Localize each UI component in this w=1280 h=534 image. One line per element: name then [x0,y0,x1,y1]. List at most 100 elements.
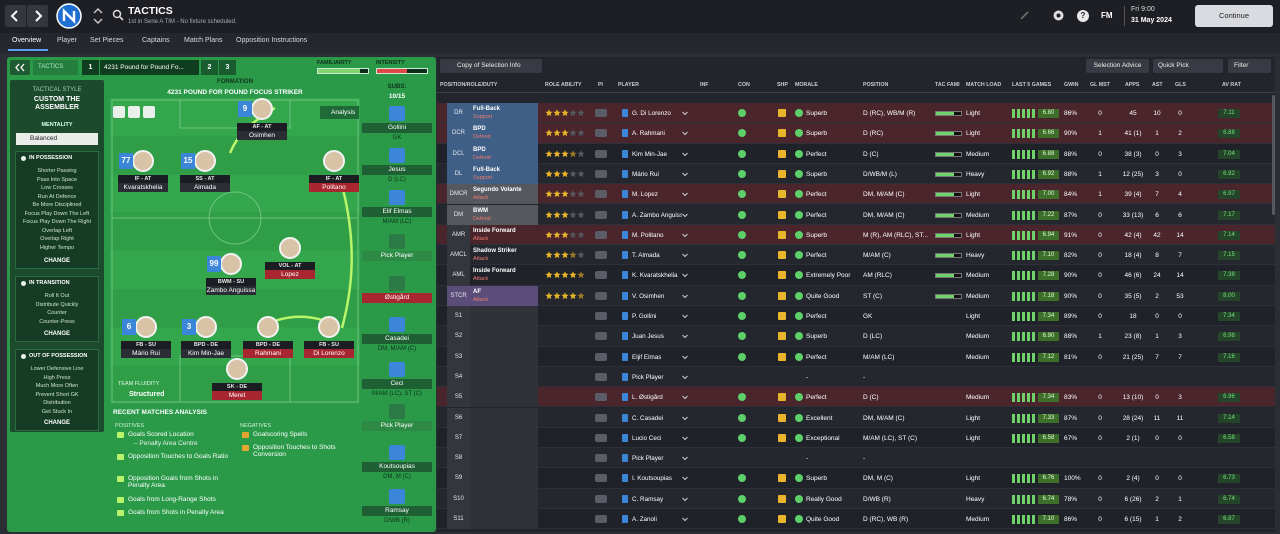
player-name[interactable]: Mário Rui [121,349,171,358]
sub-name[interactable]: Pick Player [362,421,432,431]
player-name[interactable]: P. Gollini [632,313,657,320]
column-header[interactable]: GL MST [1090,82,1110,88]
quick-pick-button[interactable]: Quick Pick [1153,59,1223,73]
player-name[interactable]: Kvaratskhelia [118,183,168,192]
player-name[interactable]: K. Kvaratskhelia [632,272,678,280]
player-name[interactable]: C. Ramsay [632,495,664,503]
column-header[interactable]: CON [738,82,750,88]
nav-tab[interactable]: Captains [142,37,170,44]
analysis-title[interactable]: RECENT MATCHES ANALYSIS [113,409,208,416]
change-button[interactable]: CHANGE [43,420,70,426]
column-header[interactable]: AV RAT [1222,82,1241,88]
column-header[interactable]: APPS [1125,82,1140,88]
fm-logo[interactable]: FM [1101,11,1113,20]
player-name[interactable]: Osimhen [237,131,287,140]
player-name[interactable]: V. Osimhen [632,292,665,300]
forward-button[interactable] [27,5,48,27]
help-button[interactable]: ? [1077,10,1089,22]
continue-button[interactable]: Continue [1195,5,1273,27]
column-header[interactable]: POSITION/ROLE/DUTY [440,82,498,88]
player-name[interactable]: A. Zambo Anguissa [632,211,682,219]
back-button[interactable] [5,5,26,27]
column-header[interactable]: GWIN [1064,82,1079,88]
club-badge[interactable] [56,3,82,29]
nav-tab[interactable]: Opposition Instructions [236,37,308,44]
player-name[interactable]: Lucio Ceci [632,434,662,442]
role-name[interactable]: AF [473,288,481,295]
player-name[interactable]: Kim Min-Jae [632,150,667,158]
role-name[interactable]: Inside Forward [473,268,516,275]
tactic-slot[interactable]: 3 [219,60,236,75]
column-header[interactable]: INF [700,82,709,88]
sub-name[interactable]: Gollini [362,123,432,133]
player-name[interactable]: Pick Player [632,455,664,463]
edit-icon[interactable] [1020,10,1030,20]
player-name[interactable]: Eljif Elmas [632,353,662,361]
tactic-slot[interactable]: 1 [82,60,99,75]
change-button[interactable]: CHANGE [43,331,70,337]
column-header[interactable]: GLS [1175,82,1186,88]
player-name[interactable]: Juan Jesus [632,333,664,341]
sub-name[interactable]: Pick Player [362,251,432,261]
formation-name[interactable]: 4231 POUND FOR POUND FOCUS STRIKER [167,89,303,96]
column-header[interactable]: PLAYER [618,82,639,88]
player-name[interactable]: Rahmani [243,349,293,358]
column-header[interactable]: POSITION [863,82,889,88]
column-header[interactable]: MORALE [795,82,818,88]
column-header[interactable]: TAC FAMI [935,82,960,88]
player-name[interactable]: Zambo Anguissa [206,286,256,295]
player-name[interactable]: Almada [180,183,230,192]
column-header[interactable]: SHP [777,82,788,88]
copy-button[interactable]: Copy of Selection Info [440,59,542,73]
column-header[interactable]: LAST 5 GAMES [1012,82,1052,88]
role-name[interactable]: Full-Back [473,106,501,112]
column-header[interactable]: AST [1152,82,1163,88]
nav-tab[interactable]: Set Pieces [90,37,124,44]
role-name[interactable]: Inside Forward [473,227,516,234]
player-name[interactable]: A. Zanoli [632,516,657,523]
player-name[interactable]: Lopez [265,270,315,279]
search-icon[interactable] [112,9,124,21]
settings-icon[interactable] [1052,9,1065,22]
role-name[interactable]: BWM [473,207,488,214]
player-name[interactable]: I. Koutsoupias [632,475,672,483]
nav-tab[interactable]: Overview [12,37,42,44]
sub-name[interactable]: Jesus [362,165,432,175]
role-name[interactable]: BPD [473,146,486,153]
sub-name[interactable]: Elif Elmas [362,207,432,217]
player-name[interactable]: T. Almada [632,252,660,260]
nav-tab[interactable]: Player [57,37,77,44]
sub-name[interactable]: Koutsoupias [362,462,432,472]
mentality-select[interactable]: Balanced [16,133,98,145]
sub-name[interactable]: Ramsay [362,506,432,516]
player-name[interactable]: A. Rahmani [632,130,665,138]
change-button[interactable]: CHANGE [43,258,70,264]
player-name[interactable]: G. Di Lorenzo [632,110,671,117]
selection-advice-button[interactable]: Selection Advice [1086,59,1149,73]
player-name[interactable]: M. Lopez [632,191,658,199]
role-name[interactable]: Segundo Volante [473,187,522,194]
role-name[interactable]: Shadow Striker [473,248,517,255]
role-name[interactable]: BPD [473,126,486,133]
player-name[interactable]: Meret [212,391,262,400]
column-header[interactable]: MATCH LOAD [966,82,1002,88]
tactic-name[interactable]: 4231 Pound for Pound Fo... [100,60,199,75]
player-name[interactable]: Di Lorenzo [304,349,354,358]
player-name[interactable]: M. Politano [632,231,664,239]
player-name[interactable]: Pick Player [632,373,664,381]
sub-name[interactable]: Casadei [362,334,432,344]
analysis-button[interactable]: Analysis [320,106,359,119]
club-switch[interactable] [92,7,104,25]
player-name[interactable]: L. Østigård [632,394,663,402]
player-name[interactable]: Politano [309,183,359,192]
column-header[interactable]: ROLE ABILITY [545,82,582,88]
nav-tab[interactable]: Match Plans [184,37,223,44]
player-name[interactable]: C. Casadei [632,414,664,422]
column-header[interactable]: PI [598,82,604,88]
sub-name[interactable]: Ceci [362,379,432,389]
sub-name[interactable]: Østigård [362,293,432,303]
tactic-slot[interactable]: 2 [201,60,218,75]
role-name[interactable]: Full-Back [473,166,501,173]
player-name[interactable]: Kim Min-Jae [181,349,231,358]
player-name[interactable]: Mário Rui [632,170,659,178]
